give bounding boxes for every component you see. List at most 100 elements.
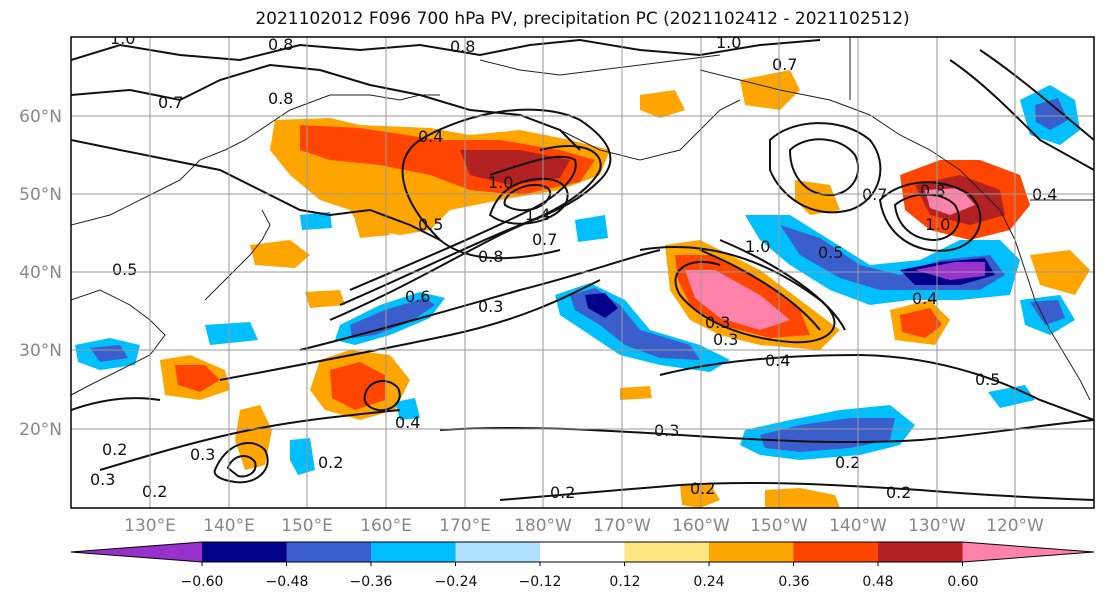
coastline-china	[71, 289, 166, 396]
longitude-label: 180°W	[514, 516, 572, 536]
colorbar-tick-label: 0.24	[693, 574, 724, 590]
pv-contour	[71, 38, 821, 62]
precipitation-shading	[75, 70, 1090, 508]
precip-positive-tropics-2	[765, 488, 840, 508]
longitude-label: 150°W	[750, 516, 808, 536]
precip-negative-small-1	[290, 438, 315, 475]
contour-label: 0.5	[975, 370, 1000, 389]
contour-label: 0.6	[405, 287, 430, 306]
longitude-label: 170°W	[593, 516, 651, 536]
pv-contour	[71, 139, 441, 241]
precip-positive-japan-sea	[250, 240, 310, 268]
pv-contour	[503, 183, 552, 212]
contour-label: 1.0	[745, 237, 770, 256]
colorbar-cell	[793, 542, 879, 562]
longitude-axis: 130°E 140°E 150°E 160°E 170°E 180°W 170°…	[124, 516, 1044, 536]
contour-label: 0.7	[158, 93, 183, 112]
longitude-label: 130°E	[124, 516, 176, 536]
contour-label: 0.2	[318, 453, 343, 472]
longitude-label: 170°E	[439, 516, 491, 536]
coastline-asia	[71, 94, 440, 226]
longitude-label: 150°E	[281, 516, 333, 536]
colorbar-tick-label: −0.24	[435, 574, 478, 590]
precip-negative-west-core	[90, 345, 128, 362]
contour-label: 0.4	[418, 127, 443, 146]
pv-contour	[878, 181, 982, 252]
precip-positive-small-4	[305, 290, 345, 308]
map-area: 1.0 0.8 0.8 0.8 0.7 1.0 0.7 0.4 0.5 1.0 …	[71, 33, 1094, 508]
precip-positive-tropics-1	[235, 405, 272, 470]
contour-label: 1.0	[716, 33, 741, 52]
coastline-aleutians	[559, 99, 741, 161]
colorbar-extend-max	[962, 542, 1094, 562]
contour-label: 0.5	[818, 243, 843, 262]
longitude-label: 160°W	[672, 516, 730, 536]
colorbar: −0.60 −0.48 −0.36 −0.24 −0.12 0.12 0.24 …	[70, 541, 1095, 590]
precip-negative-small-3	[575, 215, 608, 242]
contour-label: 0.8	[450, 37, 475, 56]
precip-negative-east-pacific-min	[915, 262, 985, 280]
contour-label: 0.7	[532, 230, 557, 249]
coastlines	[71, 37, 1094, 401]
pv-contour	[299, 249, 661, 351]
contour-label: 1.4	[525, 205, 550, 224]
contour-label: 0.4	[765, 351, 790, 370]
contour-label: 0.4	[912, 289, 937, 308]
latitude-label: 60°N	[19, 107, 62, 127]
colorbar-cell	[540, 542, 625, 562]
pv-contour	[488, 177, 569, 225]
precip-positive-small-1	[355, 220, 390, 238]
map-title: 2021102012 F096 700 hPa PV, precipitatio…	[255, 9, 910, 29]
latitude-label: 20°N	[19, 420, 62, 440]
pv-contour	[659, 353, 1094, 421]
pv-contour	[949, 59, 1094, 171]
contour-label: 0.8	[920, 181, 945, 200]
precip-positive-east-pacific-max	[685, 270, 790, 330]
precip-positive-bering	[740, 70, 800, 110]
precip-negative-pnw-core	[1035, 98, 1068, 130]
longitude-label: 160°E	[360, 516, 412, 536]
contour-labels: 1.0 0.8 0.8 0.8 0.7 1.0 0.7 0.4 0.5 1.0 …	[90, 33, 1057, 502]
colorbar-cell	[286, 542, 372, 562]
contour-label: 1.0	[925, 215, 950, 234]
contour-label: 0.2	[835, 453, 860, 472]
graticule	[71, 37, 1094, 508]
pv-contour	[769, 122, 882, 214]
colorbar-tick-label: 0.12	[609, 574, 640, 590]
colorbar-tick-label: −0.36	[350, 574, 393, 590]
colorbar-cells	[70, 541, 1095, 566]
colorbar-cell	[878, 542, 963, 562]
coastline-arctic	[479, 54, 721, 76]
border-canada	[849, 37, 1094, 201]
contour-label: 0.3	[90, 470, 115, 489]
precip-negative-small-6	[395, 398, 420, 420]
precip-negative-small-4	[988, 385, 1035, 408]
precip-negative-west-jet-core	[350, 298, 435, 338]
contour-label: 0.5	[418, 215, 443, 234]
contour-label: 0.3	[713, 330, 738, 349]
pv-contour	[893, 193, 960, 242]
contour-label: 0.2	[142, 482, 167, 501]
latitude-axis: 60°N 50°N 40°N 30°N 20°N	[19, 107, 62, 440]
contour-label: 0.2	[102, 440, 127, 459]
colorbar-cell	[709, 542, 794, 562]
contour-label: 0.3	[705, 313, 730, 332]
pv-contour	[699, 239, 846, 331]
precip-negative-subtropics-core	[760, 418, 895, 452]
contour-label: 0.8	[268, 89, 293, 108]
pv-contour	[71, 63, 581, 151]
precip-positive-ca-coast-core	[900, 308, 942, 338]
precip-negative-small-5	[300, 212, 332, 230]
longitude-label: 130°W	[908, 516, 966, 536]
pv-contour	[99, 409, 401, 471]
pv-contour	[339, 145, 602, 306]
contour-label: 1.0	[488, 173, 513, 192]
pv-contour	[499, 481, 1094, 501]
longitude-label: 120°W	[986, 516, 1044, 536]
precip-positive-subtropical-1-core	[330, 362, 385, 410]
contour-label: 0.5	[112, 260, 137, 279]
precip-negative-west-2-core	[1030, 300, 1065, 325]
colorbar-tick-label: 0.60	[947, 574, 978, 590]
contour-label: 0.8	[478, 247, 503, 266]
